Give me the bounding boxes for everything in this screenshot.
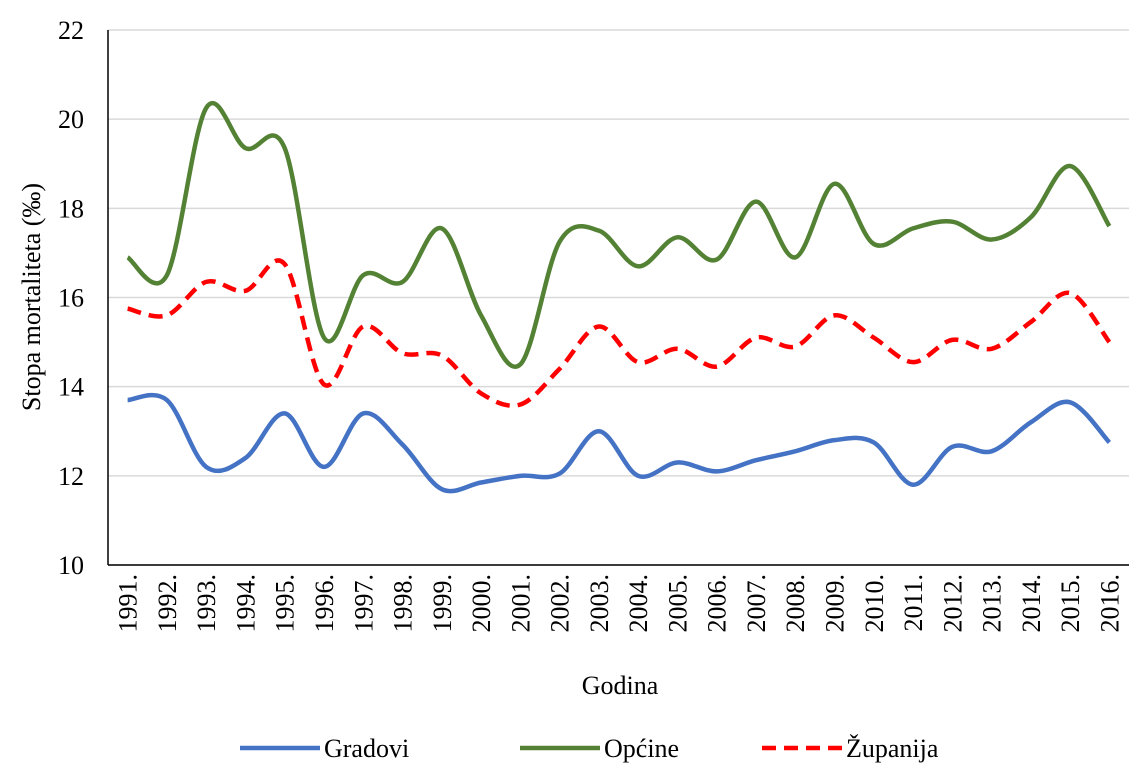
y-tick-label: 16 xyxy=(58,284,84,313)
x-tick-label: 2014. xyxy=(1017,574,1046,633)
x-tick-label: 1991. xyxy=(114,574,143,633)
legend-label: Gradovi xyxy=(324,734,409,763)
x-tick-label: 2005. xyxy=(663,574,692,633)
y-tick-label: 14 xyxy=(58,373,84,402)
legend-label: Općine xyxy=(604,734,679,763)
line-series xyxy=(127,258,1112,408)
x-tick-label: 1999. xyxy=(428,574,457,633)
x-tick-label: 2012. xyxy=(938,574,967,633)
y-tick-label: 20 xyxy=(58,105,84,134)
x-tick-label: 2009. xyxy=(820,574,849,633)
x-tick-label: 2000. xyxy=(467,574,496,633)
x-tick-label: 1996. xyxy=(310,574,339,633)
y-tick-label: 22 xyxy=(58,16,84,45)
y-tick-label: 12 xyxy=(58,462,84,491)
x-tick-label: 2015. xyxy=(1056,574,1085,633)
x-tick-label: 2016. xyxy=(1095,574,1124,633)
x-tick-label: 1998. xyxy=(389,574,418,633)
y-tick-label: 10 xyxy=(58,551,84,580)
y-axis-title: Stopa mortaliteta (‰) xyxy=(17,183,46,411)
x-tick-label: 2011. xyxy=(899,574,928,632)
x-tick-label: 2010. xyxy=(860,574,889,633)
x-tick-label: 1997. xyxy=(349,574,378,633)
x-tick-label: 1995. xyxy=(271,574,300,633)
x-tick-label: 2007. xyxy=(742,574,771,633)
line-series xyxy=(127,392,1112,494)
x-tick-label: 2001. xyxy=(506,574,535,633)
x-tick-label: 2002. xyxy=(546,574,575,633)
x-tick-label: 2004. xyxy=(624,574,653,633)
x-tick-label: 2008. xyxy=(781,574,810,633)
x-tick-label: 2003. xyxy=(585,574,614,633)
x-tick-label: 1993. xyxy=(192,574,221,633)
x-tick-label: 2013. xyxy=(978,574,1007,633)
y-tick-label: 18 xyxy=(58,194,84,223)
legend-label: Županija xyxy=(846,734,939,763)
x-axis-title: Godina xyxy=(582,671,659,700)
x-tick-label: 1992. xyxy=(153,574,182,633)
x-tick-label: 1994. xyxy=(231,574,260,633)
line-series xyxy=(126,101,1112,369)
x-tick-label: 2006. xyxy=(703,574,732,633)
